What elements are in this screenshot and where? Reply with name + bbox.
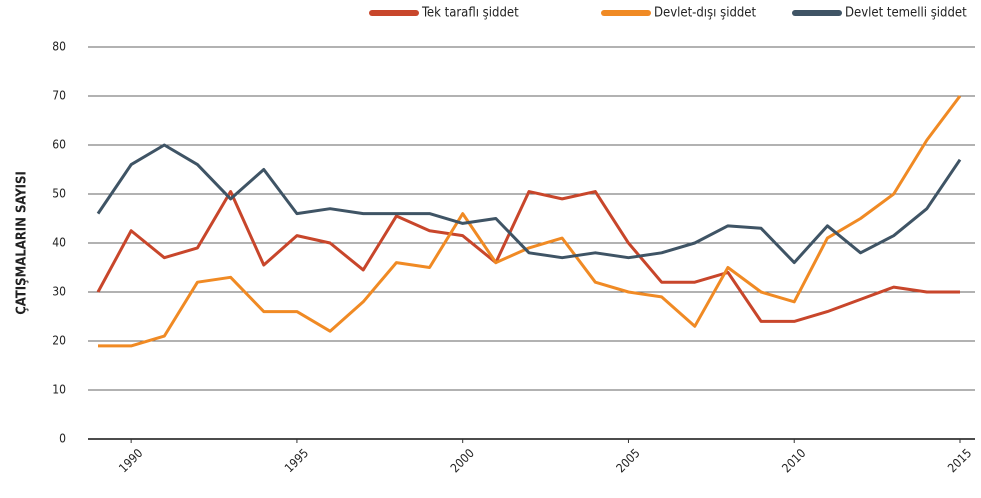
series-line — [98, 95, 962, 348]
x-tick-label: 1990 — [116, 446, 145, 475]
y-tick-label: 20 — [52, 334, 66, 348]
legend-label: Devlet-dışı şiddet — [654, 6, 757, 21]
y-axis-label: ÇATIŞMALARIN SAYISI — [15, 171, 30, 315]
x-tick-label: 2010 — [779, 446, 808, 475]
y-tick-label: 10 — [52, 383, 66, 397]
x-tick-label: 2005 — [613, 446, 642, 475]
y-tick-label: 50 — [52, 187, 66, 201]
legend-label: Devlet temelli şiddet — [845, 6, 967, 21]
y-tick-label: 0 — [59, 432, 66, 446]
y-tick-label: 40 — [52, 236, 66, 250]
y-tick-label: 80 — [52, 40, 66, 54]
series-line — [96, 190, 960, 323]
series-line — [96, 143, 962, 265]
x-tick-label: 2015 — [945, 446, 974, 475]
y-tick-label: 70 — [52, 89, 66, 103]
legend-label: Tek taraflı şiddet — [421, 6, 519, 21]
x-tick-label: 2000 — [448, 446, 477, 475]
y-tick-label: 60 — [52, 138, 66, 152]
y-tick-label: 30 — [52, 285, 66, 299]
x-tick-label: 1995 — [282, 446, 311, 475]
